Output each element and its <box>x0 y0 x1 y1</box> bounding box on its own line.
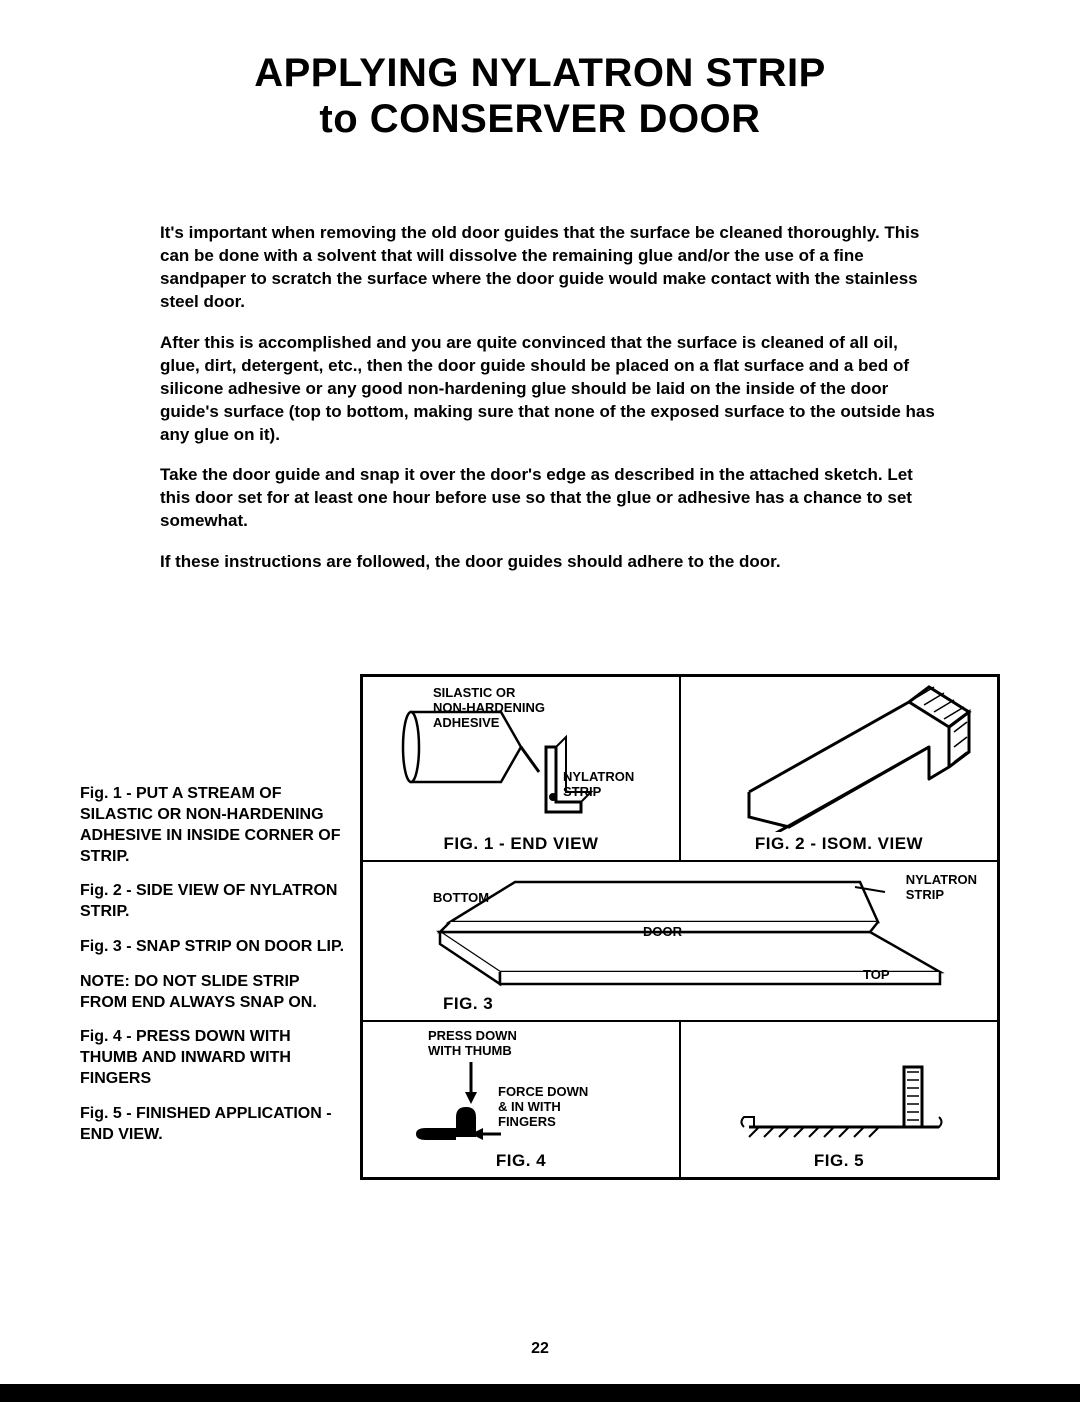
label-press-down: PRESS DOWN WITH THUMB <box>428 1028 517 1058</box>
fig3-cell: BOTTOM DOOR TOP NYLATRON STRIP FIG. 3 <box>363 862 997 1020</box>
fig2-caption: FIG. 2 - ISOM. VIEW <box>681 830 997 860</box>
page-number: 22 <box>80 1340 1000 1358</box>
label-nylatron-2: NYLATRON STRIP <box>906 872 977 902</box>
label-force-down: FORCE DOWN & IN WITH FINGERS <box>498 1084 588 1129</box>
fig2-diagram <box>681 677 997 832</box>
page-title: APPLYING NYLATRON STRIP to CONSERVER DOO… <box>80 50 1000 142</box>
fig4-caption: FIG. 4 <box>363 1147 679 1177</box>
fig5-diagram <box>681 1022 997 1147</box>
title-line-2: to CONSERVER DOOR <box>80 96 1000 142</box>
fig2-cell: FIG. 2 - ISOM. VIEW <box>681 677 997 860</box>
fig5-cell: FIG. 5 <box>681 1022 997 1177</box>
caption-note: NOTE: DO NOT SLIDE STRIP FROM END ALWAYS… <box>80 972 350 1014</box>
caption-fig1: Fig. 1 - PUT A STREAM OF SILASTIC OR NON… <box>80 784 350 867</box>
paragraph-1: It's important when removing the old doo… <box>160 222 940 314</box>
fig4-cell: PRESS DOWN WITH THUMB FORCE DOWN & IN WI… <box>363 1022 681 1177</box>
label-top: TOP <box>863 967 890 982</box>
figure-panel: SILASTIC OR NON-HARDENING ADHESIVE NYLAT… <box>360 674 1000 1180</box>
paragraph-4: If these instructions are followed, the … <box>160 551 940 574</box>
caption-fig4: Fig. 4 - PRESS DOWN WITH THUMB AND INWAR… <box>80 1027 350 1089</box>
bottom-bar <box>0 1384 1080 1402</box>
body-text: It's important when removing the old doo… <box>160 222 940 574</box>
fig1-caption: FIG. 1 - END VIEW <box>363 830 679 860</box>
label-door: DOOR <box>643 924 682 939</box>
label-silastic: SILASTIC OR NON-HARDENING ADHESIVE <box>433 685 545 730</box>
caption-fig5: Fig. 5 - FINISHED APPLICATION - END VIEW… <box>80 1104 350 1146</box>
fig1-cell: SILASTIC OR NON-HARDENING ADHESIVE NYLAT… <box>363 677 681 860</box>
fig5-caption: FIG. 5 <box>681 1147 997 1177</box>
label-nylatron-1: NYLATRON STRIP <box>563 769 634 799</box>
fig3-caption: FIG. 3 <box>443 990 493 1020</box>
caption-fig2: Fig. 2 - SIDE VIEW OF NYLATRON STRIP. <box>80 881 350 923</box>
title-line-1: APPLYING NYLATRON STRIP <box>80 50 1000 96</box>
label-bottom: BOTTOM <box>433 890 489 905</box>
caption-fig3: Fig. 3 - SNAP STRIP ON DOOR LIP. <box>80 937 350 958</box>
paragraph-2: After this is accomplished and you are q… <box>160 332 940 447</box>
figure-captions: Fig. 1 - PUT A STREAM OF SILASTIC OR NON… <box>80 784 350 1159</box>
note-label: NOTE: <box>80 973 130 990</box>
paragraph-3: Take the door guide and snap it over the… <box>160 464 940 533</box>
